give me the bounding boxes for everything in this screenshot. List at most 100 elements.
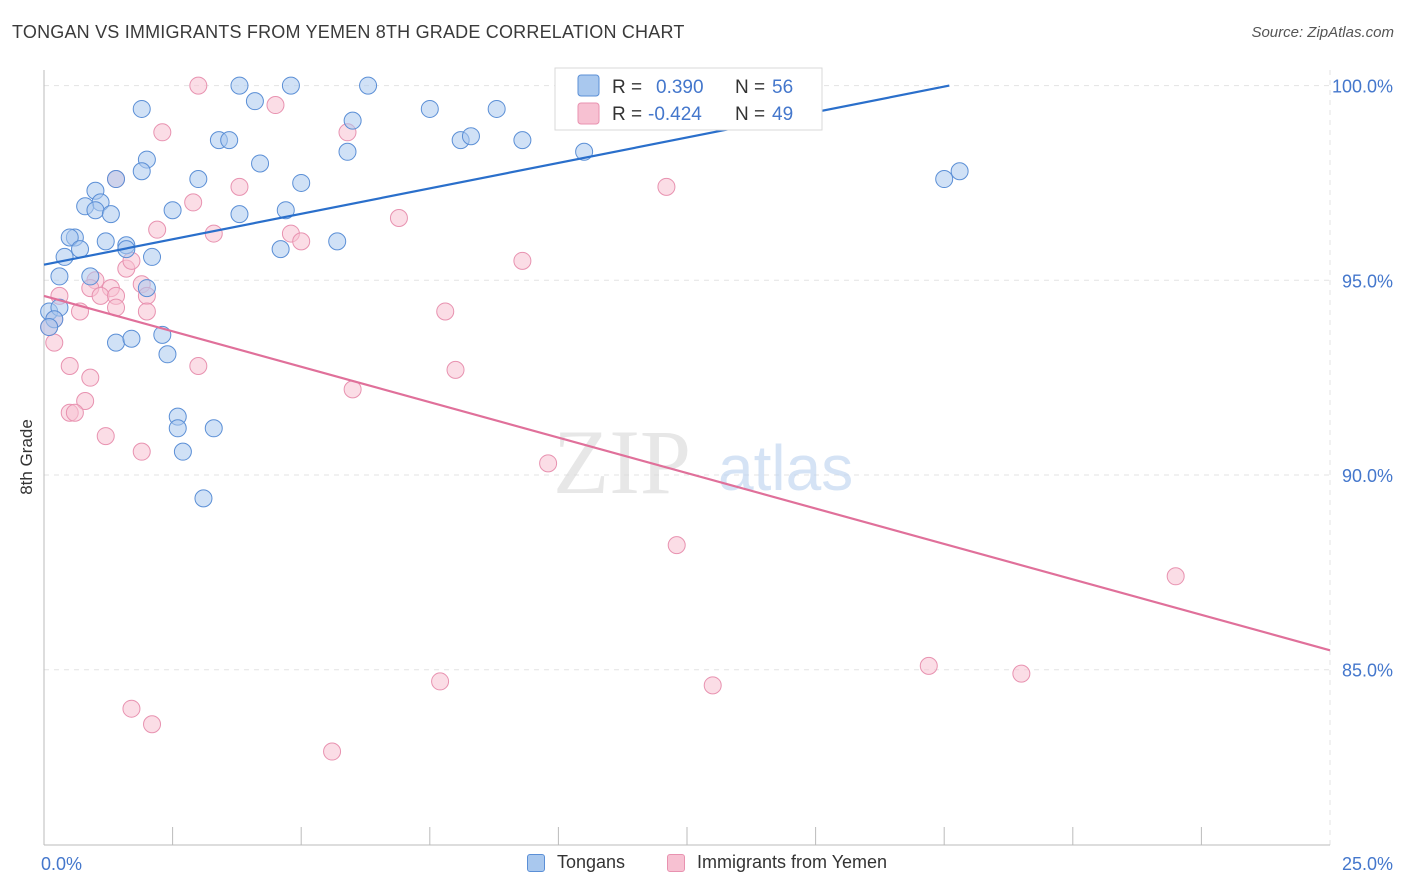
legend-r-label-2: R = bbox=[612, 104, 642, 125]
point-tongans bbox=[230, 205, 249, 224]
point-yemen bbox=[431, 672, 450, 691]
point-tongans bbox=[143, 247, 162, 266]
trend-line-yemen bbox=[43, 294, 1331, 652]
point-tongans bbox=[50, 267, 69, 286]
point-tongans bbox=[40, 318, 59, 337]
point-yemen bbox=[703, 676, 722, 695]
point-tongans bbox=[194, 489, 213, 508]
point-tongans bbox=[107, 170, 126, 189]
point-yemen bbox=[81, 368, 100, 387]
legend-swatch-yemen-bottom bbox=[667, 853, 685, 872]
legend-r-value-2: -0.424 bbox=[648, 104, 702, 125]
point-yemen bbox=[446, 360, 465, 379]
y-axis-label: 8th Grade bbox=[17, 419, 36, 495]
point-tongans bbox=[276, 201, 295, 220]
point-tongans bbox=[281, 76, 300, 95]
tick-labels: 100.0% 95.0% 90.0% 85.0% 0.0% 25.0% bbox=[41, 77, 1393, 874]
point-yemen bbox=[189, 356, 208, 375]
legend-r-label-1: R = bbox=[612, 77, 642, 98]
point-yemen bbox=[148, 220, 167, 239]
point-yemen bbox=[132, 442, 151, 461]
point-tongans bbox=[338, 142, 357, 161]
trend-lines bbox=[43, 84, 1331, 652]
legend-label-tongans: Tongans bbox=[557, 852, 626, 872]
axes bbox=[43, 70, 1330, 846]
legend-n-value-1: 56 bbox=[772, 77, 793, 98]
point-yemen bbox=[266, 96, 285, 115]
point-tongans bbox=[96, 232, 115, 251]
point-tongans bbox=[122, 329, 141, 348]
series-legend: Tongans Immigrants from Yemen bbox=[0, 852, 1406, 878]
point-yemen bbox=[1166, 567, 1185, 586]
point-tongans bbox=[86, 201, 105, 220]
legend-n-label-1: N = bbox=[735, 77, 765, 98]
point-tongans bbox=[343, 111, 362, 130]
y-tick-label: 90.0% bbox=[1342, 466, 1393, 486]
legend-n-value-2: 49 bbox=[772, 104, 793, 125]
point-yemen bbox=[189, 76, 208, 95]
point-tongans bbox=[204, 419, 223, 438]
point-tongans bbox=[132, 99, 151, 118]
legend-swatch-tongans-bottom bbox=[527, 853, 545, 872]
watermark-zip: ZIP bbox=[553, 411, 691, 513]
data-points bbox=[40, 76, 1185, 761]
point-yemen bbox=[539, 454, 558, 473]
point-tongans bbox=[359, 76, 378, 95]
point-yemen bbox=[122, 699, 141, 718]
point-tongans bbox=[81, 267, 100, 286]
point-tongans bbox=[168, 419, 187, 438]
y-tick-label: 100.0% bbox=[1332, 77, 1393, 97]
point-tongans bbox=[513, 131, 532, 150]
point-tongans bbox=[292, 173, 311, 192]
point-tongans bbox=[487, 99, 506, 118]
point-tongans bbox=[163, 201, 182, 220]
point-yemen bbox=[667, 536, 686, 555]
point-yemen bbox=[184, 193, 203, 212]
point-tongans bbox=[271, 240, 290, 259]
point-tongans bbox=[220, 131, 239, 150]
point-yemen bbox=[230, 177, 249, 196]
point-tongans bbox=[189, 170, 208, 189]
point-tongans bbox=[158, 345, 177, 364]
point-yemen bbox=[204, 224, 223, 243]
point-yemen bbox=[76, 392, 95, 411]
point-yemen bbox=[919, 656, 938, 675]
x-tick-label: 25.0% bbox=[1342, 854, 1393, 874]
x-tick-label: 0.0% bbox=[41, 854, 82, 874]
chart-title: TONGAN VS IMMIGRANTS FROM YEMEN 8TH GRAD… bbox=[12, 22, 685, 42]
point-yemen bbox=[292, 232, 311, 251]
point-tongans bbox=[137, 279, 156, 298]
point-yemen bbox=[657, 177, 676, 196]
point-tongans bbox=[328, 232, 347, 251]
point-yemen bbox=[323, 742, 342, 761]
point-tongans bbox=[230, 76, 249, 95]
legend-item-tongans: Tongans bbox=[527, 852, 625, 873]
point-yemen bbox=[137, 302, 156, 321]
point-yemen bbox=[389, 208, 408, 227]
point-tongans bbox=[420, 99, 439, 118]
point-tongans bbox=[173, 442, 192, 461]
point-yemen bbox=[436, 302, 455, 321]
point-tongans bbox=[251, 154, 270, 173]
point-tongans bbox=[132, 162, 151, 181]
point-yemen bbox=[91, 286, 110, 305]
point-yemen bbox=[65, 403, 84, 422]
point-yemen bbox=[60, 356, 79, 375]
legend-r-value-1: 0.390 bbox=[656, 77, 704, 98]
watermark: ZIP atlas bbox=[553, 411, 853, 513]
point-yemen bbox=[45, 333, 64, 352]
point-yemen bbox=[96, 427, 115, 446]
legend-n-label-2: N = bbox=[735, 104, 765, 125]
point-yemen bbox=[153, 123, 172, 142]
point-tongans bbox=[101, 205, 120, 224]
point-tongans bbox=[60, 228, 79, 247]
point-tongans bbox=[245, 92, 264, 111]
point-tongans bbox=[107, 333, 126, 352]
y-tick-label: 95.0% bbox=[1342, 271, 1393, 291]
correlation-legend: R = 0.390 N = 56 R = -0.424 N = 49 bbox=[554, 67, 823, 131]
legend-swatch-yemen bbox=[577, 102, 600, 125]
legend-label-yemen: Immigrants from Yemen bbox=[697, 852, 888, 872]
point-tongans bbox=[461, 127, 480, 146]
point-yemen bbox=[513, 251, 532, 270]
point-yemen bbox=[143, 715, 162, 734]
